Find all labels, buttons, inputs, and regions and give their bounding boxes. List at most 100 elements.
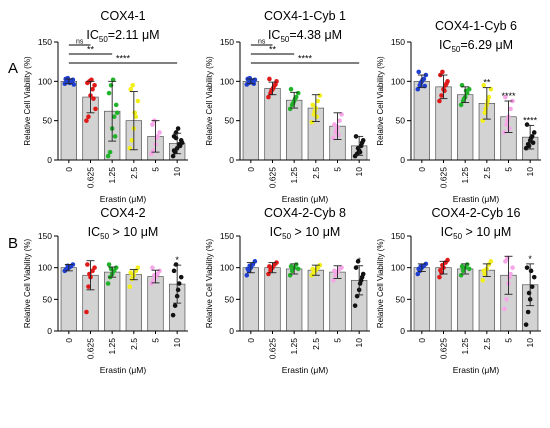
- data-point: [175, 287, 181, 293]
- x-axis-label: Erastin (μM): [453, 194, 500, 204]
- significance-label: ****: [116, 54, 131, 64]
- data-point: [128, 86, 134, 92]
- data-point: [442, 88, 447, 94]
- data-point: [528, 268, 534, 274]
- data-point: [331, 278, 336, 283]
- x-axis-label: Erastin (μM): [100, 365, 147, 375]
- data-point: [91, 96, 96, 101]
- data-point: [135, 98, 141, 104]
- data-point: [461, 96, 467, 101]
- data-point: [437, 274, 442, 280]
- chart-subtitle: IC50=4.38 μM: [268, 28, 342, 44]
- data-point: [130, 274, 136, 280]
- data-point: [483, 106, 489, 112]
- x-tick-label: 0: [64, 338, 74, 343]
- y-tick-label: 150: [220, 231, 234, 241]
- data-point: [290, 101, 296, 106]
- data-point: [505, 118, 510, 123]
- data-point: [359, 274, 365, 280]
- data-point: [315, 98, 321, 104]
- data-point: [332, 268, 337, 274]
- x-tick-label: 5: [333, 338, 343, 343]
- x-tick-label: 2.5: [129, 167, 139, 179]
- data-point: [176, 281, 182, 286]
- data-point: [482, 110, 488, 116]
- data-point: [523, 322, 529, 327]
- data-point: [267, 76, 272, 82]
- bar: [457, 268, 474, 332]
- data-point: [530, 140, 536, 145]
- data-point: [65, 75, 71, 81]
- bar-star: ****: [501, 91, 516, 101]
- data-point: [92, 82, 97, 88]
- data-point: [247, 263, 253, 269]
- x-tick-label: 0: [64, 167, 74, 172]
- x-tick-label: 2.5: [482, 338, 492, 350]
- y-tick-label: 50: [396, 294, 406, 304]
- data-point: [106, 262, 112, 267]
- data-point: [111, 114, 117, 120]
- data-point: [113, 102, 119, 108]
- x-tick-label: 0: [246, 338, 256, 343]
- data-point: [420, 77, 426, 83]
- data-point: [437, 98, 442, 104]
- data-point: [170, 312, 176, 318]
- data-point: [157, 130, 162, 135]
- x-tick-label: 0.625: [268, 338, 278, 360]
- data-point: [132, 110, 138, 116]
- x-tick-label: 0: [417, 167, 427, 172]
- y-tick-label: 150: [38, 37, 52, 47]
- x-tick-label: 0.625: [86, 167, 96, 189]
- x-tick-label: 1.25: [460, 167, 470, 184]
- y-tick-label: 100: [391, 76, 405, 86]
- data-point: [502, 130, 507, 135]
- data-point: [486, 94, 492, 100]
- x-tick-label: 1.25: [289, 167, 299, 184]
- data-point: [295, 266, 301, 272]
- data-point: [507, 126, 512, 131]
- data-point: [336, 132, 341, 138]
- chart-subtitle: IC50 > 10 μM: [270, 225, 341, 241]
- x-tick-label: 2.5: [129, 338, 139, 350]
- x-tick-label: 5: [333, 167, 343, 172]
- data-point: [293, 262, 299, 267]
- bar: [104, 271, 121, 332]
- data-point: [334, 127, 339, 133]
- data-point: [87, 271, 92, 277]
- x-tick-label: 10: [172, 338, 182, 348]
- data-point: [439, 93, 444, 98]
- data-point: [107, 149, 113, 155]
- data-point: [337, 118, 342, 123]
- data-point: [105, 281, 111, 286]
- chart-title: COX4-2-Cyb 8: [264, 206, 346, 220]
- data-point: [444, 81, 449, 86]
- data-point: [531, 130, 537, 135]
- data-point: [288, 86, 294, 92]
- data-point: [529, 284, 535, 289]
- x-tick-label: 0: [246, 167, 256, 172]
- data-point: [504, 122, 509, 127]
- data-point: [310, 102, 316, 108]
- chart-subtitle: IC50=6.29 μM: [439, 38, 513, 54]
- data-point: [355, 259, 361, 264]
- data-point: [440, 69, 445, 75]
- y-tick-label: 50: [225, 116, 235, 126]
- data-point: [485, 98, 491, 104]
- chart-subtitle: IC50 > 10 μM: [88, 225, 159, 241]
- x-axis-label: Erastin (μM): [453, 365, 500, 375]
- data-point: [295, 90, 301, 96]
- data-point: [418, 264, 424, 269]
- data-point: [273, 82, 278, 87]
- data-point: [135, 265, 141, 270]
- data-point: [466, 266, 472, 272]
- data-point: [510, 265, 515, 270]
- data-point: [133, 114, 139, 120]
- data-point: [267, 264, 272, 269]
- data-point: [152, 272, 157, 278]
- data-point: [314, 114, 320, 120]
- significance-label: ****: [298, 54, 313, 64]
- y-axis-label: Relative Cell Viability (%): [376, 56, 385, 146]
- y-tick-label: 100: [391, 263, 405, 273]
- data-point: [92, 265, 97, 270]
